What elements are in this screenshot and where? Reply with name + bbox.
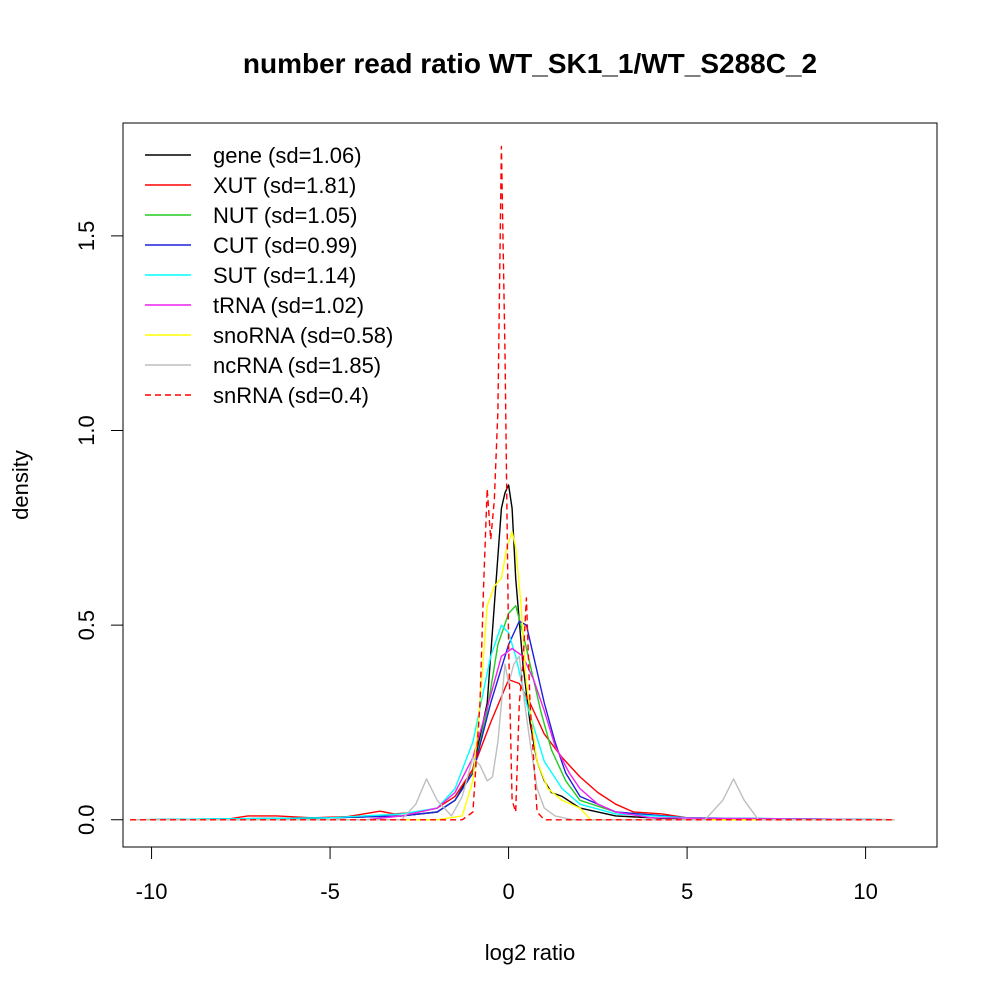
legend-label: snRNA (sd=0.4) bbox=[213, 383, 369, 408]
y-tick-label: 1.0 bbox=[74, 415, 99, 446]
y-tick-label: 1.5 bbox=[74, 221, 99, 252]
x-tick-label: 0 bbox=[502, 879, 514, 904]
legend-label: gene (sd=1.06) bbox=[213, 143, 362, 168]
legend-label: XUT (sd=1.81) bbox=[213, 173, 356, 198]
x-tick-label: -10 bbox=[136, 879, 168, 904]
y-axis-label: density bbox=[8, 450, 33, 520]
series-line bbox=[130, 145, 895, 821]
legend-label: snoRNA (sd=0.58) bbox=[213, 323, 393, 348]
chart-title: number read ratio WT_SK1_1/WT_S288C_2 bbox=[243, 48, 817, 79]
y-tick-label: 0.0 bbox=[74, 804, 99, 835]
legend-label: CUT (sd=0.99) bbox=[213, 233, 357, 258]
series-line bbox=[130, 624, 895, 821]
x-axis-label: log2 ratio bbox=[485, 940, 576, 965]
legend-label: NUT (sd=1.05) bbox=[213, 203, 357, 228]
y-axis: 0.0 0.5 1.0 1.5 bbox=[74, 221, 124, 835]
y-tick-label: 0.5 bbox=[74, 610, 99, 641]
legend-label: SUT (sd=1.14) bbox=[213, 263, 356, 288]
series-layer bbox=[130, 145, 895, 821]
series-line bbox=[130, 484, 895, 821]
x-tick-label: 5 bbox=[681, 879, 693, 904]
legend-label: tRNA (sd=1.02) bbox=[213, 293, 364, 318]
x-tick-label: 10 bbox=[853, 879, 877, 904]
x-tick-label: -5 bbox=[320, 879, 340, 904]
series-line bbox=[130, 531, 895, 821]
x-axis: -10 -5 0 5 10 bbox=[136, 846, 878, 904]
legend-label: ncRNA (sd=1.85) bbox=[213, 353, 381, 378]
legend: gene (sd=1.06) XUT (sd=1.81) NUT (sd=1.05)… bbox=[145, 143, 393, 408]
series-line bbox=[130, 655, 895, 821]
series-line bbox=[130, 620, 895, 821]
